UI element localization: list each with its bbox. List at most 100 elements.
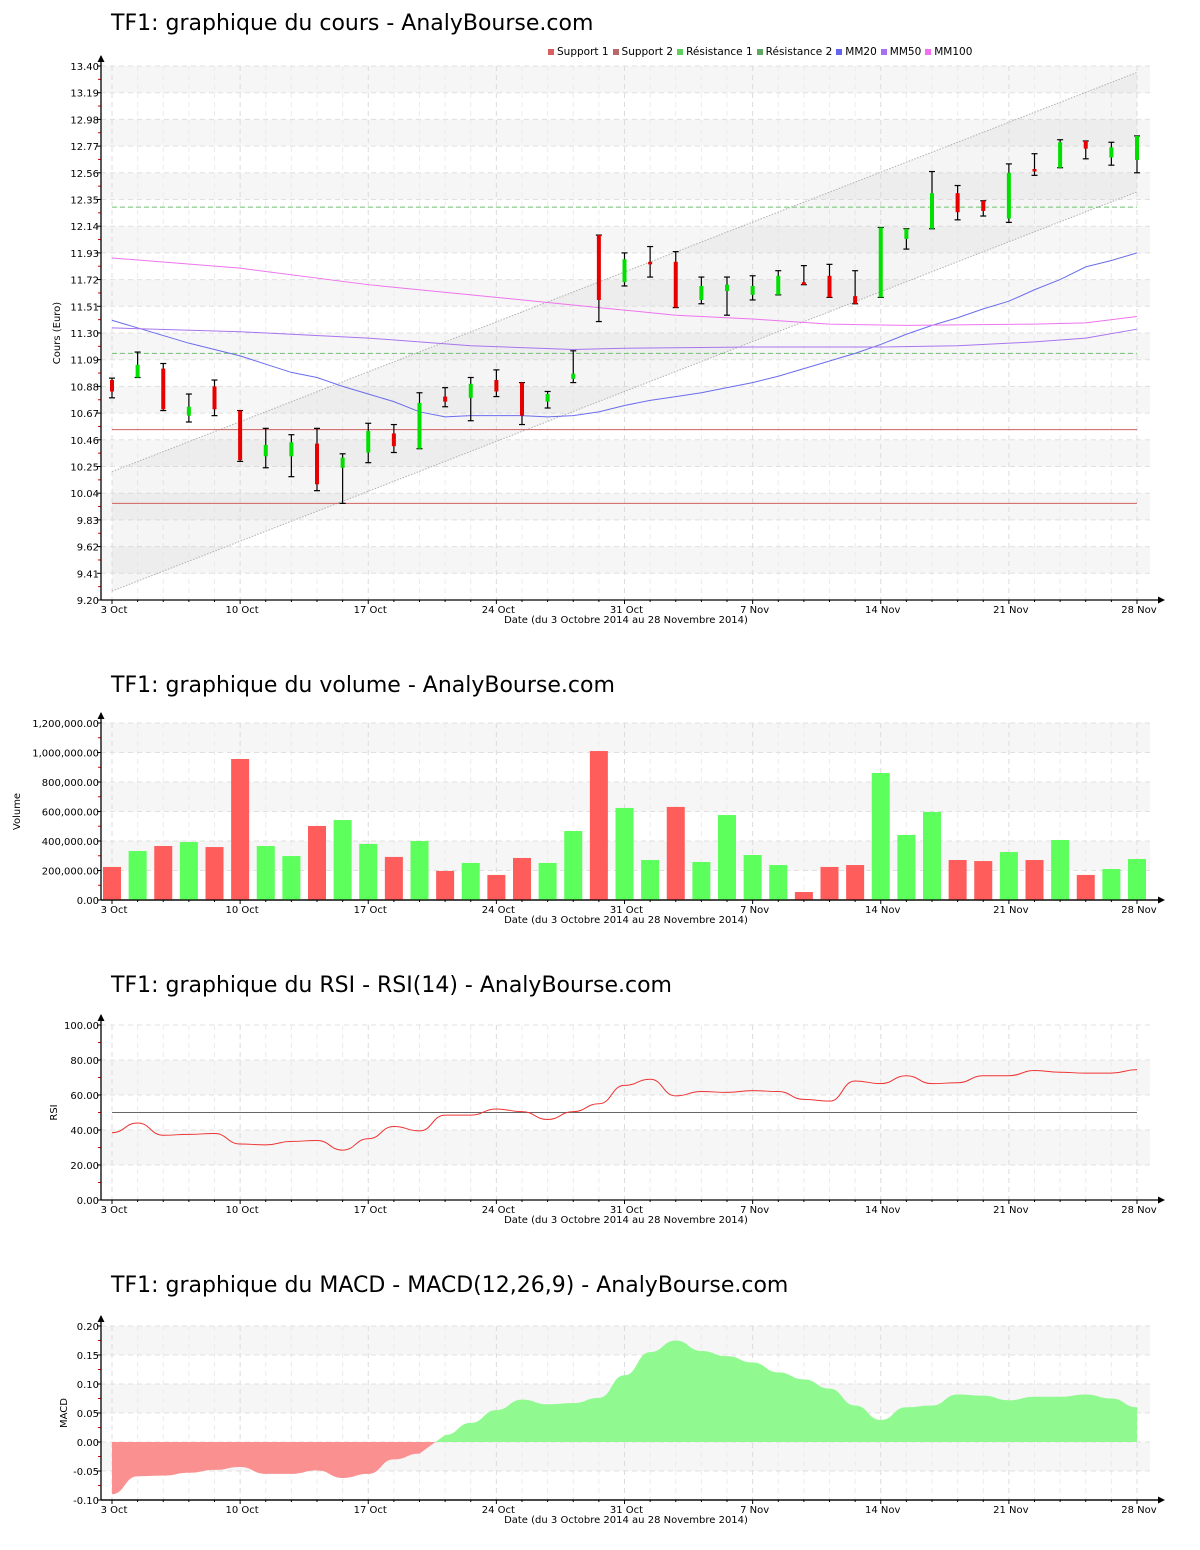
legend-swatch-icon: [548, 49, 554, 55]
price-band: [101, 439, 1150, 467]
legend-swatch-icon: [836, 49, 843, 55]
volume-chart: TF1: graphique du volume - AnalyBourse.c…: [12, 673, 1165, 926]
volume-bar: [410, 841, 429, 900]
price-xtick-label: 21 Nov: [993, 605, 1029, 616]
volume-bar: [897, 834, 916, 900]
legend-swatch-icon: [925, 49, 932, 55]
volume-xtick-label: 31 Oct: [610, 905, 643, 916]
price-ytick-label: 13.40: [70, 62, 99, 73]
rsi-ytick-label: 80.00: [70, 1056, 99, 1067]
volume-bar: [641, 860, 660, 900]
candle: [877, 226, 884, 298]
candle: [954, 184, 961, 221]
price-xtick-label: 28 Nov: [1121, 605, 1157, 616]
rsi-x-axis-arrow-icon: [1158, 1196, 1165, 1204]
candle: [185, 393, 192, 423]
price-ytick-label: 11.51: [70, 302, 99, 313]
candle: [903, 228, 910, 250]
macd-xtick-label: 28 Nov: [1121, 1505, 1157, 1516]
candle: [800, 265, 807, 286]
candle: [365, 422, 372, 464]
rsi-ytick-label: 60.00: [70, 1091, 99, 1102]
macd-ytick-label: 0.15: [77, 1351, 99, 1362]
candle: [493, 369, 500, 398]
volume-bar: [1128, 858, 1146, 900]
macd-negative-area: [112, 1442, 436, 1495]
macd-xtick-label: 21 Nov: [993, 1505, 1029, 1516]
candle: [570, 350, 577, 384]
rsi-xtick-label: 17 Oct: [354, 1205, 387, 1216]
macd-xtick-label: 17 Oct: [354, 1505, 387, 1516]
macd-x-axis-label: Date (du 3 Octobre 2014 au 28 Novembre 2…: [504, 1515, 748, 1526]
price-band: [101, 546, 1150, 574]
volume-plot: 0.00 200,000.00 400,000.00 600,000.00 800,00…: [12, 712, 1165, 926]
volume-bar: [359, 843, 378, 900]
volume-bar: [692, 861, 711, 900]
price-ytick-label: 10.67: [70, 409, 99, 420]
rsi-line: [111, 1069, 1138, 1151]
legend-swatch-icon: [880, 49, 887, 55]
price-ytick-label: 12.98: [70, 115, 99, 126]
volume-xtick-label: 28 Nov: [1121, 905, 1157, 916]
volume-bar: [333, 820, 352, 900]
volume-ytick-label: 600,000.00: [42, 808, 99, 819]
candle: [724, 276, 730, 316]
legend-label: MM100: [934, 46, 973, 58]
price-x-axis-arrow-icon: [1158, 596, 1165, 604]
price-ytick-label: 12.35: [70, 196, 99, 207]
price-xtick-label: 17 Oct: [354, 605, 387, 616]
volume-bar: [205, 847, 224, 900]
volume-ytick-label: 200,000.00: [42, 867, 99, 878]
price-ytick-label: 9.62: [77, 543, 99, 554]
legend-label: MM20: [845, 46, 877, 58]
moving-average-mm20: [111, 252, 1138, 418]
volume-bar: [487, 874, 506, 900]
macd-xtick-label: 10 Oct: [226, 1505, 259, 1516]
volume-xtick-label: 17 Oct: [354, 905, 387, 916]
moving-average-mm50: [111, 327, 1138, 351]
volume-bar: [769, 865, 788, 900]
price-ytick-label: 9.20: [77, 596, 99, 607]
volume-y-axis-arrow-icon: [97, 712, 105, 719]
candle: [314, 427, 320, 492]
price-band: [101, 493, 1150, 520]
price-xtick-label: 10 Oct: [226, 605, 259, 616]
price-plot: 9.20 9.41 9.62 9.83 10.04 10.25 10.46 10.67 10.8…: [52, 55, 1165, 626]
candle: [1134, 135, 1140, 174]
legend-label: Résistance 2: [765, 46, 833, 58]
legend-swatch-icon: [612, 49, 619, 55]
volume-bar: [103, 866, 121, 900]
legend-swatch-icon: [677, 49, 684, 55]
volume-bar: [128, 851, 147, 900]
price-xtick-label: 24 Oct: [482, 605, 515, 616]
volume-bar: [666, 806, 685, 900]
candle: [698, 276, 705, 305]
price-ytick-label: 10.25: [70, 463, 99, 474]
macd-ytick-label: 0.05: [77, 1409, 99, 1420]
candle: [519, 381, 525, 426]
volume-bar: [743, 855, 762, 900]
volume-xtick-label: 21 Nov: [993, 905, 1029, 916]
candle: [1031, 153, 1038, 176]
volume-xtick-label: 24 Oct: [482, 905, 515, 916]
candle: [1057, 139, 1064, 169]
price-chart: TF1: graphique du cours - AnalyBourse.co…: [0, 0, 1200, 640]
price-ytick-label: 11.93: [70, 249, 99, 260]
candle: [467, 376, 474, 422]
price-band: [101, 279, 1150, 307]
legend-item: Support 2: [612, 46, 673, 58]
volume-bar: [461, 862, 480, 900]
volume-bar: [231, 758, 250, 900]
price-ytick-label: 12.77: [70, 142, 99, 153]
volume-xtick-label: 14 Nov: [865, 905, 901, 916]
rsi-xtick-label: 3 Oct: [101, 1205, 128, 1216]
rsi-ytick-label: 20.00: [70, 1161, 99, 1172]
legend-item: MM20: [836, 46, 877, 58]
candle: [672, 251, 679, 309]
price-ytick-label: 9.41: [77, 569, 99, 580]
candle: [595, 234, 602, 323]
price-xtick-label: 7 Nov: [740, 605, 769, 616]
rsi-plot: 0.00 20.00 40.00 60.00 80.00 100.00 3 Oct 10 Oc…: [49, 1014, 1165, 1226]
candle: [749, 275, 756, 301]
